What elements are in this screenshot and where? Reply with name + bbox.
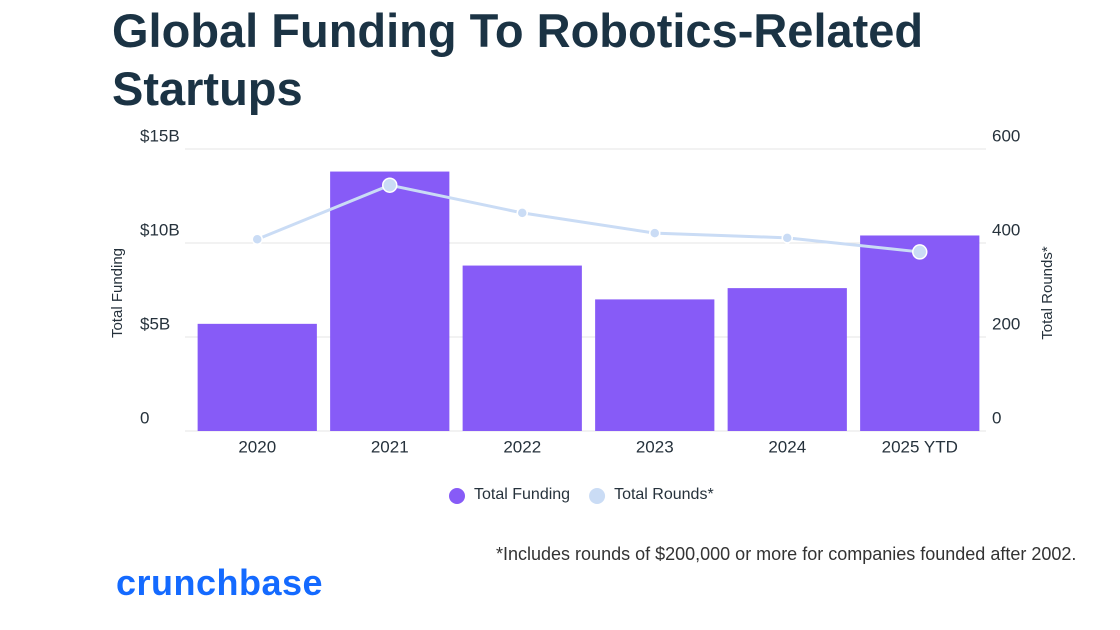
point bbox=[649, 227, 661, 239]
y-tick-label: $15B bbox=[140, 126, 180, 145]
legend-label: Total Rounds* bbox=[614, 486, 714, 503]
bar bbox=[727, 288, 847, 431]
legend-marker bbox=[589, 488, 606, 504]
x-tick-label: 2025 YTD bbox=[882, 437, 958, 456]
legend-marker bbox=[449, 488, 465, 504]
bar bbox=[595, 299, 715, 431]
bar bbox=[197, 323, 317, 431]
x-tick-label: 2024 bbox=[768, 437, 806, 456]
bar bbox=[462, 265, 582, 431]
y2-tick-label: 600 bbox=[992, 126, 1020, 145]
x-tick-label: 2022 bbox=[503, 437, 541, 456]
point bbox=[516, 207, 528, 219]
x-tick-label: 2020 bbox=[238, 437, 276, 456]
y2-tick-label: 200 bbox=[992, 314, 1020, 333]
chart-title: Global Funding To Robotics-Related Start… bbox=[112, 4, 924, 115]
footnote: *Includes rounds of $200,000 or more for… bbox=[496, 544, 1077, 564]
point bbox=[251, 233, 263, 245]
point bbox=[382, 177, 398, 193]
y2-tick-label: 400 bbox=[992, 220, 1020, 239]
bar bbox=[330, 171, 450, 431]
y2-axis-title: Total Rounds* bbox=[1039, 246, 1056, 340]
legend-label: Total Funding bbox=[474, 486, 570, 503]
y-tick-label: $10B bbox=[140, 220, 180, 239]
point bbox=[912, 244, 928, 260]
bar bbox=[860, 235, 980, 431]
point bbox=[781, 232, 793, 244]
y-tick-label: 0 bbox=[140, 408, 149, 427]
y-axis-title: Total Funding bbox=[109, 248, 126, 338]
x-tick-label: 2021 bbox=[371, 437, 409, 456]
y2-tick-label: 0 bbox=[992, 408, 1001, 427]
x-tick-label: 2023 bbox=[636, 437, 674, 456]
y-tick-label: $5B bbox=[140, 314, 170, 333]
line bbox=[256, 183, 920, 254]
brand-logo: crunchbase bbox=[116, 562, 324, 603]
